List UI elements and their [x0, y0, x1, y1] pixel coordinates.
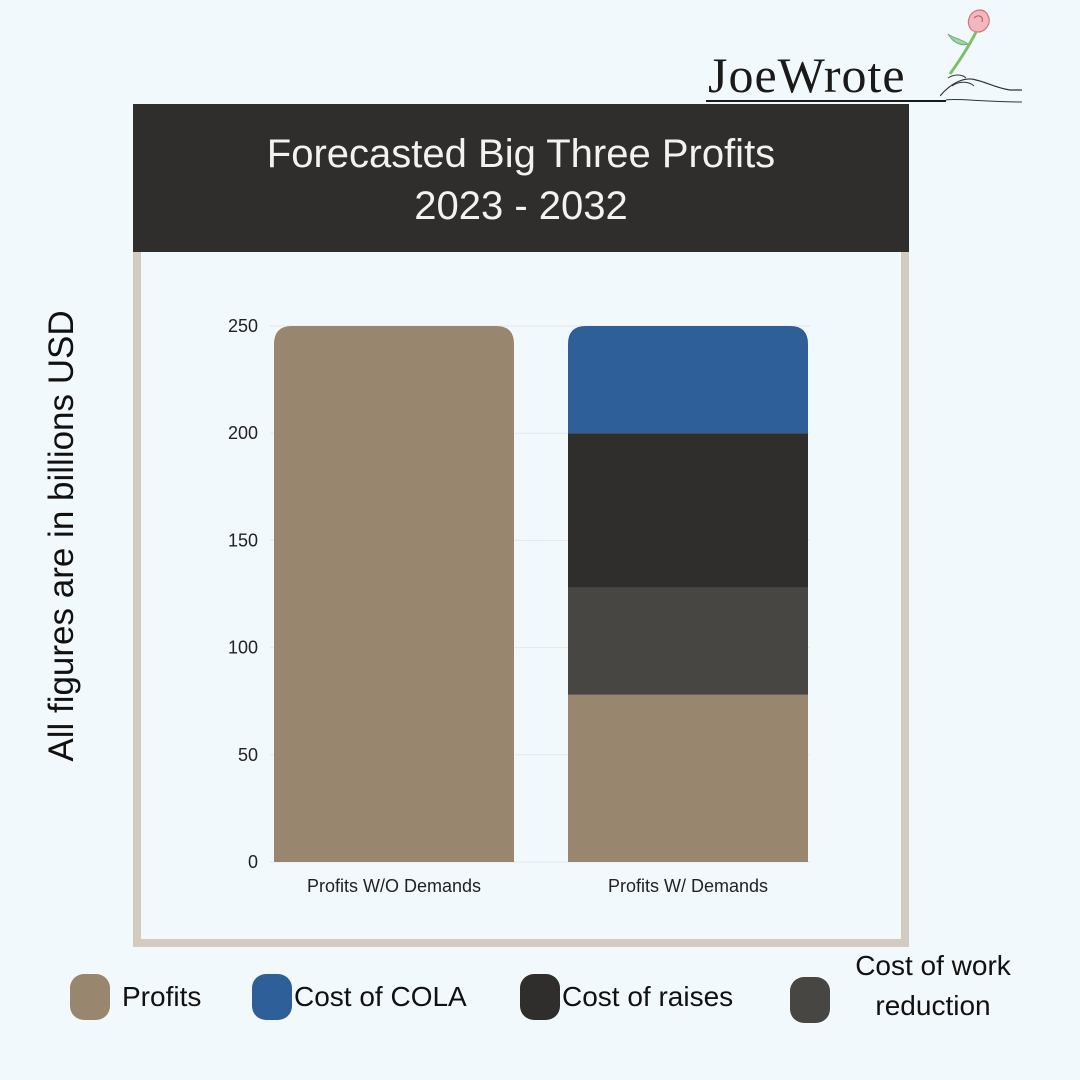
legend: Profits Cost of COLA Cost of raises Cost… — [0, 950, 1080, 1060]
x-category-label-with-demands: Profits W/ Demands — [608, 876, 768, 896]
y-tick-label-100: 100 — [228, 638, 258, 658]
bar-without-demands-profits — [274, 326, 514, 862]
legend-label-profits: Profits — [122, 981, 202, 1012]
bar-layer — [274, 326, 808, 862]
legend-swatch-work-reduction — [790, 977, 830, 1023]
legend-label-work-reduction: Cost of work reduction — [838, 950, 1028, 1026]
category-layer: Profits W/O Demands Profits W/ Demands — [307, 876, 768, 896]
bar-with-demands-cost-of-cola — [568, 326, 808, 434]
legend-label-work-reduction-line1: Cost of work — [855, 950, 1011, 981]
legend-item-raises: Cost of raises — [520, 974, 733, 1020]
legend-swatch-profits — [70, 974, 110, 1020]
bar-with-demands-cost-of-work-reduction — [568, 587, 808, 695]
y-tick-label-50: 50 — [238, 745, 258, 765]
title-band: Forecasted Big Three Profits 2023 - 2032 — [133, 104, 909, 252]
joewrote-logo: JoeWrote — [700, 8, 1030, 108]
y-tick-label-200: 200 — [228, 423, 258, 443]
legend-item-cola: Cost of COLA — [252, 974, 467, 1020]
tick-layer: 0 50 100 150 200 250 — [228, 316, 258, 872]
legend-label-work-reduction-line2: reduction — [875, 990, 991, 1021]
legend-item-work-reduction: Cost of work reduction — [790, 950, 1028, 1026]
legend-swatch-raises — [520, 974, 560, 1020]
logo-underline — [706, 100, 946, 102]
legend-swatch-cola — [252, 974, 292, 1020]
chart-subtitle: 2023 - 2032 — [414, 184, 628, 228]
y-tick-label-250: 250 — [228, 316, 258, 336]
x-category-label-without-demands: Profits W/O Demands — [307, 876, 481, 896]
bar-with-demands-profits — [568, 694, 808, 862]
legend-label-cola: Cost of COLA — [294, 981, 467, 1012]
legend-item-profits: Profits — [70, 974, 201, 1020]
logo-text: JoeWrote — [708, 47, 906, 103]
legend-label-raises: Cost of raises — [562, 981, 734, 1012]
y-tick-label-150: 150 — [228, 530, 258, 550]
rose-hand-icon — [940, 9, 1023, 103]
chart-title: Forecasted Big Three Profits — [266, 132, 776, 176]
y-tick-label-0: 0 — [248, 852, 258, 872]
bar-with-demands-cost-of-raises — [568, 433, 808, 588]
